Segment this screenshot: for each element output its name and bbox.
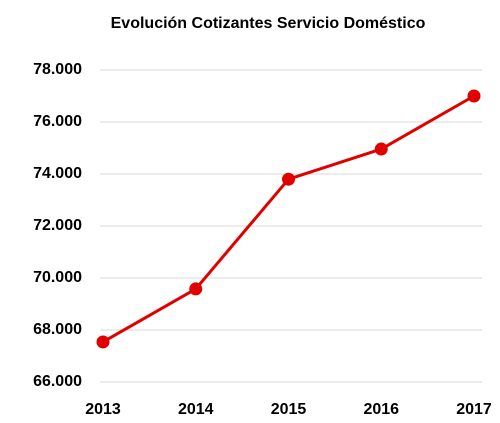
x-tick-label: 2013 bbox=[85, 401, 121, 418]
x-tick-label: 2017 bbox=[456, 401, 492, 418]
y-tick-label: 66.000 bbox=[33, 373, 82, 390]
y-tick-label: 74.000 bbox=[33, 165, 82, 182]
y-tick-label: 78.000 bbox=[33, 61, 82, 78]
point bbox=[467, 89, 481, 103]
x-tick-label: 2015 bbox=[271, 401, 307, 418]
point bbox=[282, 172, 295, 186]
x-tick-label: 2016 bbox=[363, 401, 399, 418]
y-tick-label: 68.000 bbox=[33, 321, 82, 338]
point bbox=[96, 335, 110, 349]
x-tick-label: 2014 bbox=[178, 401, 214, 418]
point bbox=[189, 282, 203, 296]
y-tick-label: 76.000 bbox=[33, 113, 82, 130]
y-tick-label: 72.000 bbox=[33, 217, 82, 234]
chart-title: Evolución Cotizantes Servicio Doméstico bbox=[111, 15, 426, 32]
point bbox=[374, 142, 388, 156]
line bbox=[102, 94, 475, 344]
y-tick-label: 70.000 bbox=[33, 269, 82, 286]
